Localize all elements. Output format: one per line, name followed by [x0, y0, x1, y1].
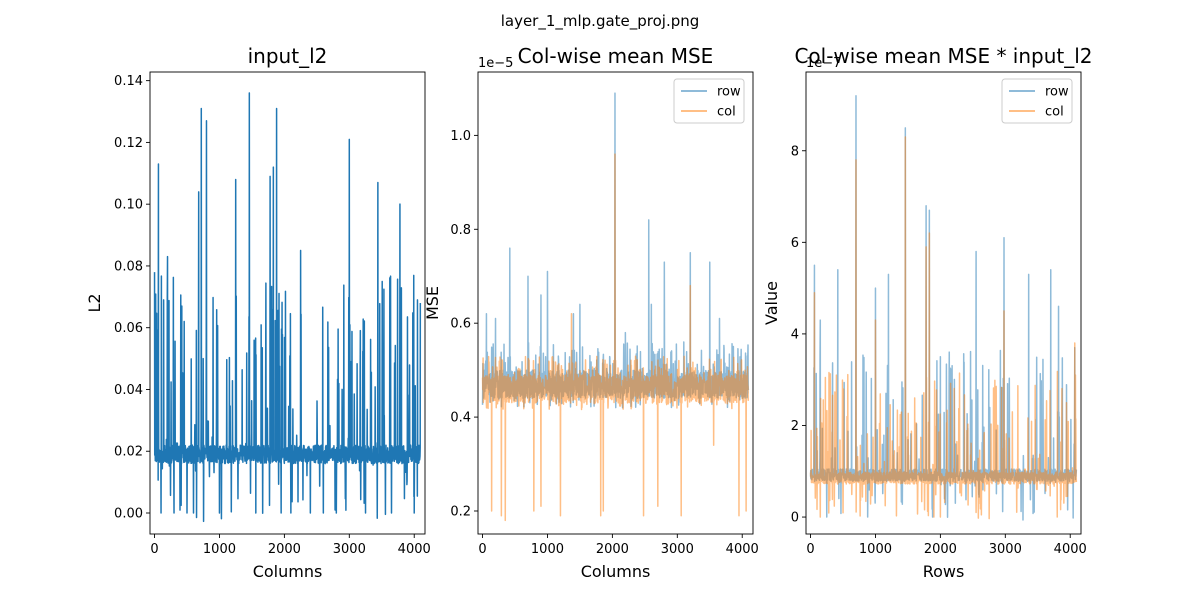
x-axis-label: Columns — [253, 562, 323, 581]
x-axis-label: Rows — [923, 562, 965, 581]
y-tick-label: 0.02 — [114, 445, 143, 460]
legend-label-col: col — [717, 105, 736, 120]
chart-title: input_l2 — [248, 44, 328, 68]
series-line-col — [809, 136, 1078, 520]
x-tick-label: 3000 — [333, 542, 366, 557]
series-line — [153, 92, 422, 523]
axes-frame — [477, 71, 754, 535]
y-tick-label: 0.6 — [450, 317, 471, 332]
x-tick-label: 4000 — [726, 542, 759, 557]
figure-suptitle: layer_1_mlp.gate_proj.png — [501, 12, 700, 31]
y-tick-label: 0.4 — [450, 411, 471, 426]
y-tick-label: 0.08 — [114, 259, 143, 274]
x-tick-label: 1000 — [203, 542, 236, 557]
chart-1: input_l2 0 1000 2000 3000 4000 0.00 0.02 0.04 0.0… — [85, 44, 431, 581]
x-tick-label: 3000 — [989, 542, 1022, 557]
legend: row col — [673, 78, 745, 124]
axes-frame — [805, 71, 1082, 535]
x-tick-label: 1000 — [859, 542, 892, 557]
y-axis-label: Value — [762, 281, 781, 325]
legend-label-col: col — [1045, 105, 1064, 120]
y-axis-label: MSE — [423, 286, 442, 320]
chart-3: Col-wise mean MSE * input_l2 0 1000 2000 300… — [762, 44, 1093, 581]
x-tick-label: 4000 — [398, 542, 431, 557]
y-tick-label: 0.8 — [450, 223, 471, 238]
axes-frame — [149, 71, 426, 535]
x-tick-label: 1000 — [531, 542, 564, 557]
x-tick-label: 0 — [478, 542, 486, 557]
axis-offset-label: 1e−5 — [478, 56, 513, 71]
y-tick-label: 8 — [791, 144, 799, 159]
legend: row col — [1001, 78, 1073, 124]
y-tick-label: 6 — [791, 236, 799, 251]
legend-label-row: row — [1045, 85, 1069, 100]
y-tick-label: 0.14 — [114, 74, 143, 89]
chart-title: Col-wise mean MSE * input_l2 — [794, 44, 1092, 68]
x-tick-label: 4000 — [1054, 542, 1087, 557]
x-tick-label: 2000 — [268, 542, 301, 557]
x-tick-label: 3000 — [661, 542, 694, 557]
x-tick-label: 2000 — [924, 542, 957, 557]
chart-2: Col-wise mean MSE 0 1000 2000 3000 4000 0.2 0.4… — [423, 44, 759, 581]
y-tick-label: 0.10 — [114, 198, 143, 213]
x-axis-label: Columns — [581, 562, 651, 581]
subplot-panels: input_l20 1000 2000 3000 40000.000.020.040.0… — [85, 44, 1093, 581]
y-tick-label: 0.2 — [450, 504, 471, 519]
y-tick-label: 0.06 — [114, 321, 143, 336]
y-tick-label: 2 — [791, 419, 799, 434]
legend-label-row: row — [717, 85, 741, 100]
x-tick-label: 0 — [806, 542, 814, 557]
x-tick-label: 2000 — [596, 542, 629, 557]
series-line-col — [481, 153, 750, 522]
x-tick-label: 0 — [150, 542, 158, 557]
y-axis-label: L2 — [85, 293, 104, 312]
y-tick-label: 1.0 — [450, 129, 471, 144]
y-tick-label: 0.00 — [114, 507, 143, 522]
y-tick-label: 4 — [791, 327, 799, 342]
y-tick-label: 0 — [791, 511, 799, 526]
axis-offset-label: 1e−7 — [806, 56, 841, 71]
series-line-row — [809, 95, 1078, 521]
chart-title: Col-wise mean MSE — [518, 44, 714, 68]
y-tick-label: 0.12 — [114, 136, 143, 151]
y-tick-label: 0.04 — [114, 383, 143, 398]
